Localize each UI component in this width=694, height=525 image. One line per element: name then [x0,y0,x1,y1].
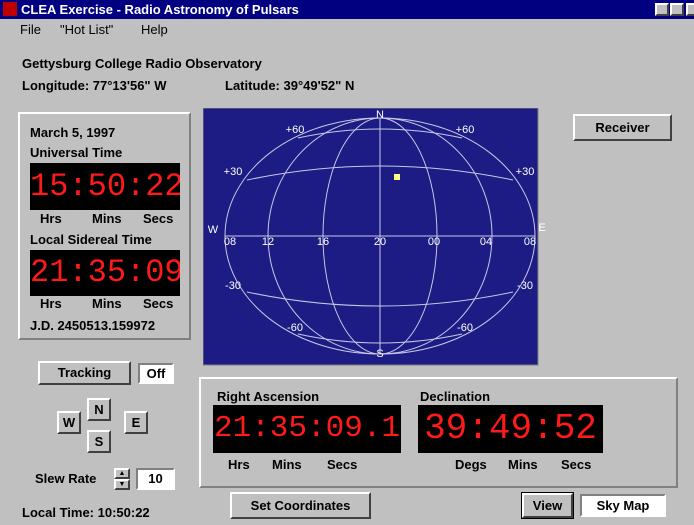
ra-label: Right Ascension [217,389,320,404]
unit-label: Mins [92,296,122,311]
window-title: CLEA Exercise - Radio Astronomy of Pulsa… [21,2,299,17]
dec-label: -30 [517,280,533,292]
ra-display: 21:35:09.1 [213,405,401,453]
menu-item[interactable]: "Hot List" [60,22,114,37]
dec-label: +30 [224,166,243,178]
maximize-button[interactable] [670,3,684,16]
tracking-state: Off [138,363,174,384]
ra-label: 04 [480,236,492,248]
unit-label: Hrs [40,211,62,226]
ut-display: 15:50:22 [30,163,180,210]
direction-label: N [376,109,384,121]
view-button[interactable]: View [521,492,574,519]
slew-south-button[interactable]: S [87,430,111,453]
grid-parallel [297,333,463,344]
unit-label: Hrs [228,457,250,472]
ut-label: Universal Time [30,145,123,160]
slew-rate-value[interactable]: 10 [136,468,175,490]
dec-display: 39:49:52 [418,405,603,453]
unit-label: Hrs [40,296,62,311]
lst-display: 21:35:09 [30,250,180,296]
longitude: Longitude: 77°13'56" W [22,78,167,93]
dec-label: +60 [456,124,475,136]
ra-label: 08 [224,236,236,248]
direction-label: E [538,222,545,234]
unit-label: Secs [561,457,592,472]
ra-label: 00 [428,236,440,248]
latitude: Latitude: 39°49'52" N [225,78,355,93]
dec-label: +30 [516,166,535,178]
unit-label: Secs [143,296,174,311]
dec-label: -60 [457,322,473,334]
lst-label: Local Sidereal Time [30,232,152,247]
title-bar: CLEA Exercise - Radio Astronomy of Pulsa… [0,0,694,19]
dec-label: +60 [286,124,305,136]
unit-label: Mins [508,457,538,472]
spin-down[interactable]: ▼ [114,479,130,490]
slew-north-button[interactable]: N [87,398,111,421]
spin-up[interactable]: ▲ [114,468,130,479]
grid-parallel [246,165,514,181]
unit-label: Mins [272,457,302,472]
unit-label: Mins [92,211,122,226]
julian-date: J.D. 2450513.159972 [30,318,156,333]
receiver-button[interactable]: Receiver [573,114,672,141]
unit-label: Secs [143,211,174,226]
ra-label: 12 [262,236,274,248]
unit-label: Degs [455,457,487,472]
grid-parallel [297,128,463,139]
app-icon [3,2,17,16]
ra-label: 16 [317,236,329,248]
ra-label: 20 [374,236,386,248]
slew-west-button[interactable]: W [57,411,81,434]
ra-label: 08 [524,236,536,248]
coordinates-panel [199,377,678,488]
date: March 5, 1997 [30,125,116,140]
view-mode: Sky Map [580,494,666,517]
dec-label: Declination [420,389,491,404]
grid-parallel [246,291,514,307]
time-panel [18,112,191,340]
observatory-name: Gettysburg College Radio Observatory [22,56,262,71]
menu-item[interactable]: Help [141,22,168,37]
set-coordinates-button[interactable]: Set Coordinates [230,492,371,519]
tracking-button[interactable]: Tracking [38,361,131,385]
unit-label: Secs [327,457,358,472]
menu-item[interactable]: File [20,22,41,37]
direction-label: W [208,224,219,236]
slew-rate-label: Slew Rate [35,471,97,486]
slew-east-button[interactable]: E [124,411,148,434]
minimize-button[interactable] [655,3,669,16]
telescope-position [394,174,400,180]
direction-label: S [376,348,383,360]
sky-map[interactable]: N S W E +60 +60 +30 +30 -30 -30 -60 -60 … [203,108,548,366]
dec-label: -30 [225,280,241,292]
close-button[interactable] [686,3,694,16]
dec-label: -60 [287,322,303,334]
local-time: Local Time: 10:50:22 [22,505,150,520]
